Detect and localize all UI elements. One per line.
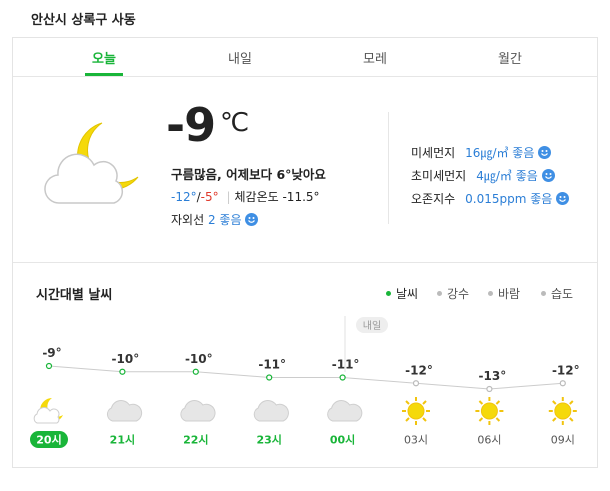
hour-icon — [547, 396, 578, 426]
hour-icon — [180, 400, 216, 422]
air-row: 미세먼지 16㎍/㎥ 좋음 — [411, 144, 552, 161]
temp-point — [266, 374, 273, 381]
temp-label: -13° — [479, 369, 507, 383]
hour-icon — [401, 396, 431, 426]
air-name: 오존지수 — [411, 192, 456, 206]
air-name: 미세먼지 — [411, 146, 456, 160]
temp-point — [559, 380, 566, 387]
hour-icon — [474, 396, 505, 426]
smile-icon — [541, 169, 555, 182]
high-temp: -5° — [200, 190, 219, 204]
temp-point — [339, 374, 346, 381]
time-label: 06시 — [477, 434, 501, 447]
hour-icon — [106, 400, 143, 422]
tab[interactable]: 월간 — [498, 52, 522, 67]
hour-icon — [253, 400, 289, 422]
air-name: 초미세먼지 — [411, 169, 467, 183]
temp-label: -11° — [332, 358, 360, 372]
slash: / — [196, 190, 201, 204]
temp-point — [486, 385, 493, 393]
time-label: 09시 — [551, 434, 575, 447]
legend-dot — [386, 291, 391, 296]
temp-point — [45, 362, 53, 370]
temp-label: -10° — [185, 352, 213, 366]
legend-item[interactable]: 날씨 — [386, 285, 418, 302]
divider — [388, 112, 389, 224]
air-row: 초미세먼지 4㎍/㎥ 좋음 — [411, 167, 555, 184]
tab[interactable]: 모레 — [363, 52, 387, 67]
legend-dot — [437, 291, 442, 296]
legend-label: 습도 — [551, 287, 574, 301]
legend-item[interactable]: 습도 — [541, 285, 573, 302]
temp-label: -12° — [552, 363, 580, 377]
tomorrow-tag — [356, 317, 388, 333]
time-label: 22시 — [183, 434, 208, 447]
temp-label: -11° — [258, 358, 286, 372]
legend-label: 바람 — [498, 287, 521, 301]
uv: 자외선 2 좋음 — [171, 211, 259, 228]
low-temp: -12° — [171, 190, 197, 204]
hour-icon — [33, 397, 64, 424]
air-value: 0.015ppm 좋음 — [465, 192, 553, 206]
current-temp: -9 — [166, 98, 216, 152]
temp-point — [412, 380, 420, 387]
air-row: 오존지수 0.015ppm 좋음 — [411, 190, 570, 207]
temp-label: -9° — [42, 346, 61, 360]
time-label: 20시 — [36, 434, 61, 447]
air-value: 4㎍/㎥ 좋음 — [476, 169, 538, 183]
smile-icon — [556, 192, 570, 205]
time-label: 23시 — [256, 434, 281, 447]
legend-label: 강수 — [447, 287, 470, 301]
panel — [12, 37, 598, 468]
hour-icon — [327, 400, 363, 422]
temp-range: -12°/-5° | 체감온도 -11.5° — [171, 190, 320, 204]
uv-value: 2 좋음 — [207, 213, 242, 227]
legend-item[interactable]: 바람 — [488, 285, 520, 302]
legend-dot — [541, 291, 546, 296]
temp-label: -10° — [112, 352, 140, 366]
location: 안산시 상록구 사동 — [31, 13, 136, 28]
section-title: 시간대별 날씨 — [36, 288, 113, 303]
air-value: 16㎍/㎥ 좋음 — [465, 146, 535, 160]
temp-point — [192, 368, 199, 375]
weather-icon — [44, 122, 139, 204]
smile-icon — [245, 213, 259, 226]
feel-temp: 체감온도 -11.5° — [234, 190, 320, 204]
tab[interactable]: 내일 — [228, 52, 252, 67]
tab-underline — [85, 73, 123, 76]
temp-label: -12° — [405, 363, 433, 377]
temp-unit: ℃ — [220, 108, 250, 138]
tomorrow-label: 내일 — [363, 320, 381, 332]
legend-item[interactable]: 강수 — [437, 285, 469, 302]
smile-icon — [538, 146, 552, 159]
temp-line — [48, 365, 563, 390]
time-label: 21시 — [110, 434, 135, 447]
legend-label: 날씨 — [396, 287, 419, 301]
legend-dot — [488, 291, 493, 296]
tab[interactable]: 오늘 — [92, 52, 116, 67]
time-pill — [30, 431, 68, 448]
uv-label: 자외선 — [171, 213, 205, 227]
weather-desc: 구름많음, 어제보다 6°낮아요 — [171, 167, 326, 182]
separator — [13, 262, 597, 263]
temp-point — [119, 368, 126, 375]
tab-bar: 오늘 내일 모레 월간 — [13, 38, 597, 77]
time-label: 00시 — [330, 434, 355, 447]
time-label: 03시 — [404, 434, 428, 447]
